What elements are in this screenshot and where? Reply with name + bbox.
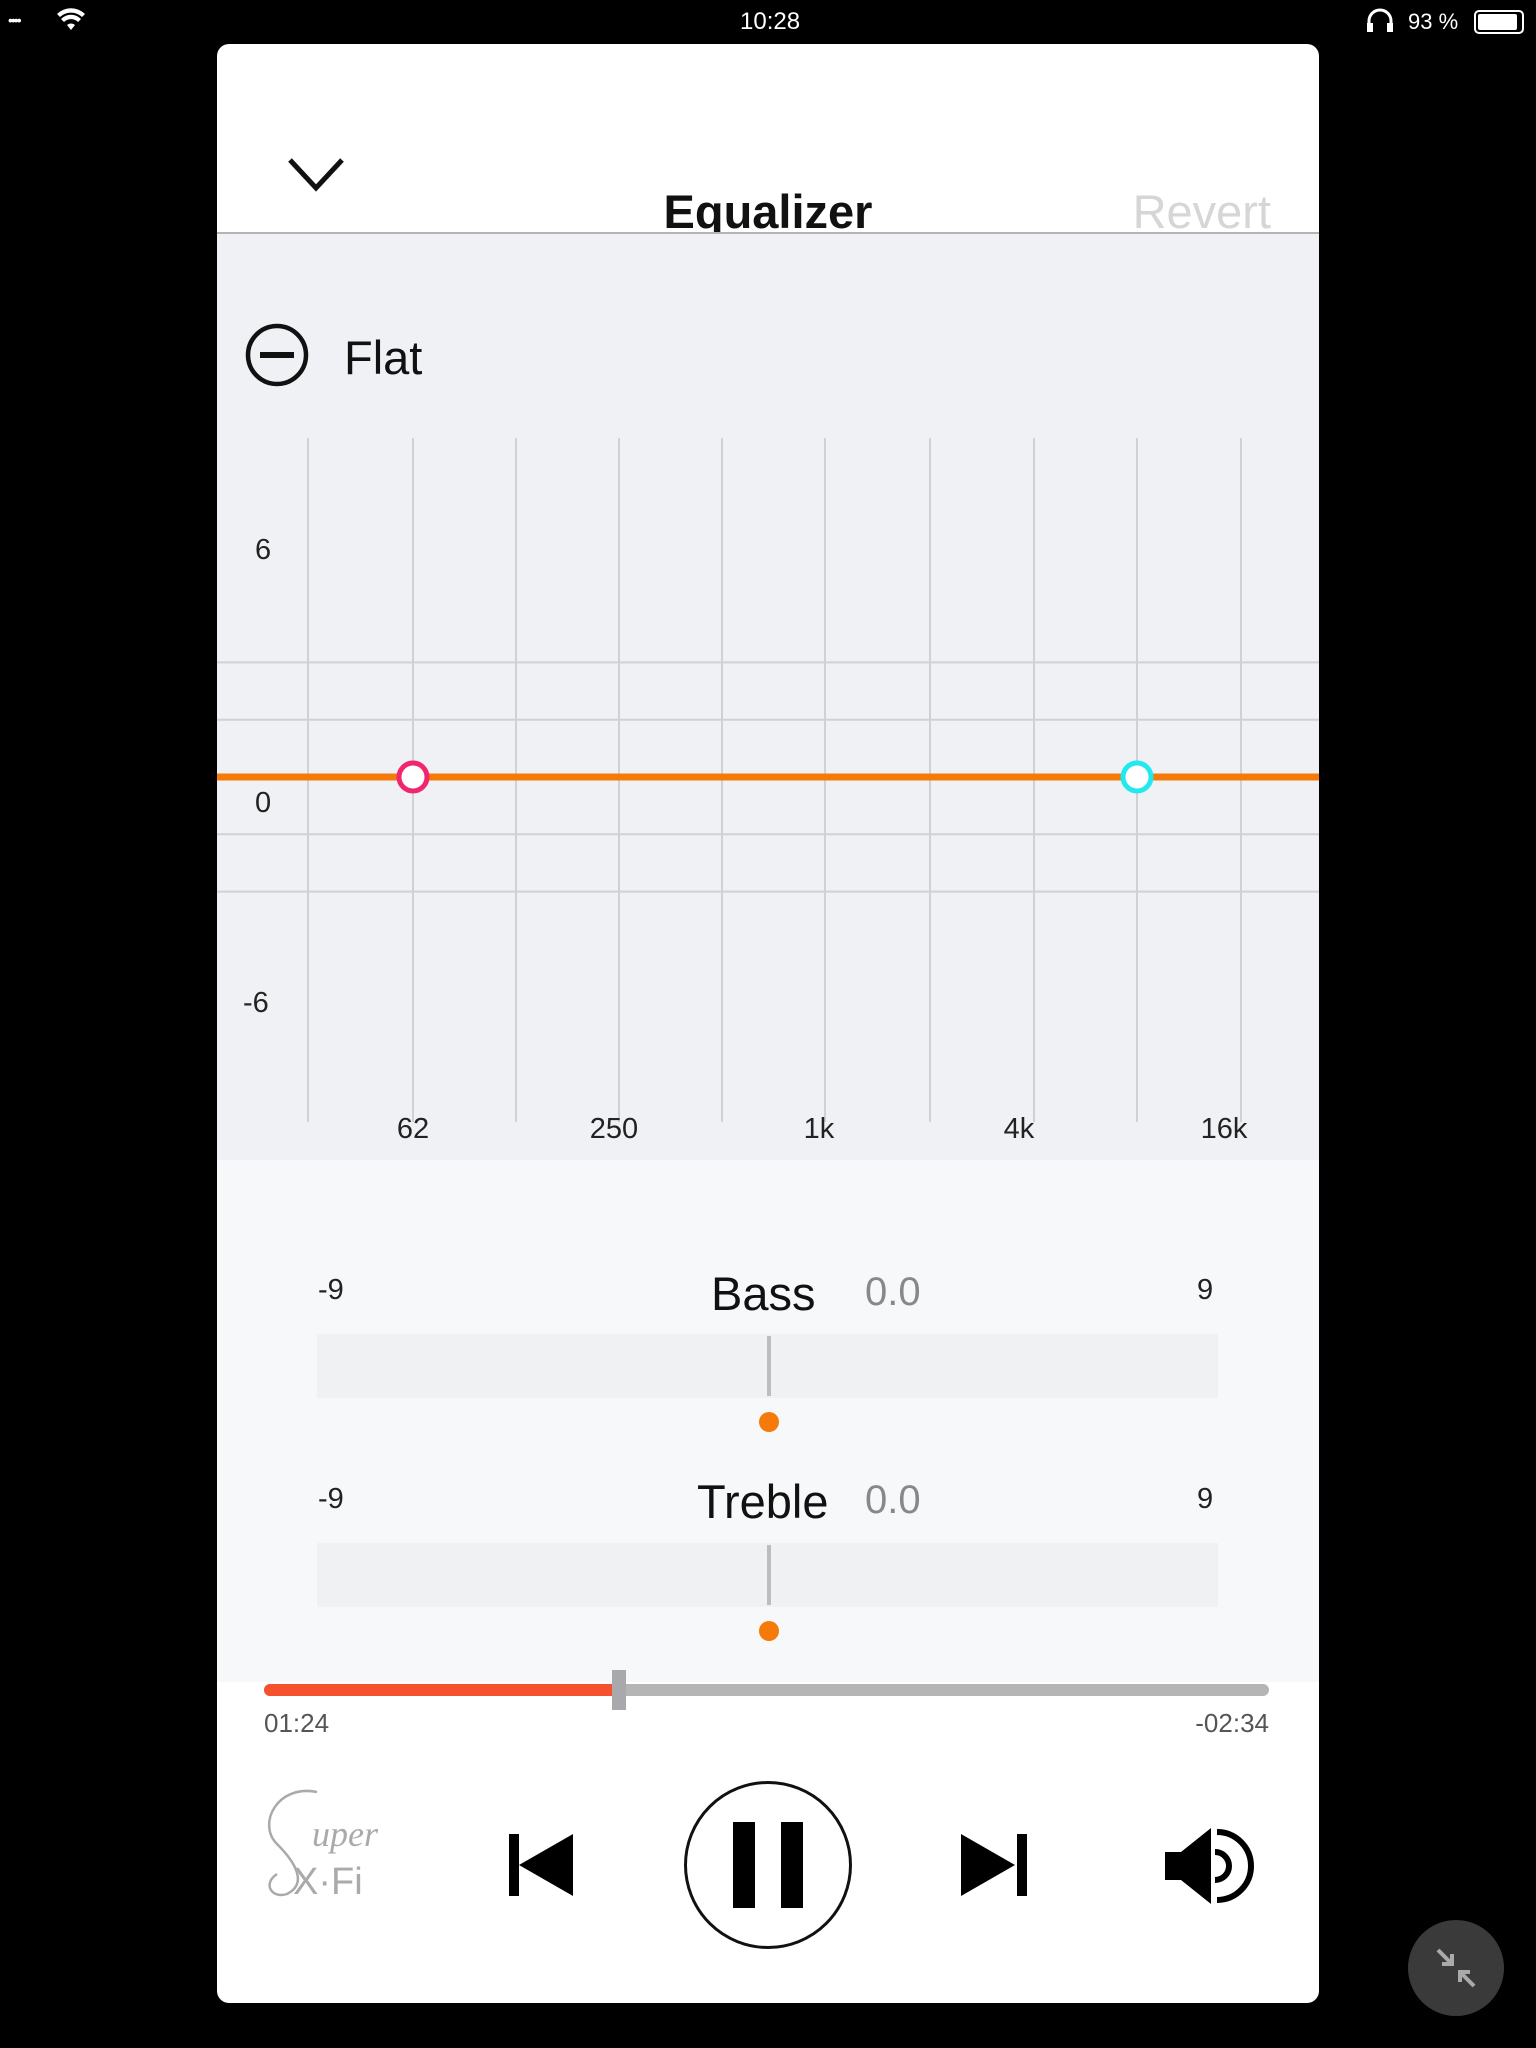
treble-marker[interactable] (1120, 760, 1154, 794)
x-tick-label: 62 (396, 1113, 430, 1145)
treble-slider-handle[interactable] (759, 1621, 779, 1641)
wifi-icon (57, 8, 85, 30)
minimize-button[interactable] (1408, 1920, 1504, 2016)
bass-slider-handle[interactable] (759, 1412, 779, 1432)
eq-graph-area: Flat 6 0 -6 62 250 1k 4k 16k (217, 232, 1319, 1160)
super-xfi-logo: uper X·Fi (267, 1789, 379, 1903)
clock: 10:28 (740, 8, 801, 35)
y-tick-label: -6 (243, 987, 269, 1019)
equalizer-panel: Equalizer Revert Flat 6 0 -6 62 250 1k 4… (217, 44, 1319, 2003)
status-bar: •••• 10:28 93 % (0, 0, 1536, 44)
bass-min-label: -9 (318, 1274, 344, 1306)
revert-button[interactable]: Revert (1132, 185, 1271, 238)
svg-text:X·Fi: X·Fi (293, 1861, 363, 1903)
remaining-time: -02:34 (1195, 1708, 1269, 1738)
y-tick-label: 6 (255, 534, 272, 566)
collapse-arrows-icon (1436, 1948, 1476, 1988)
bass-center-tick (767, 1336, 771, 1396)
minus-circle-icon[interactable] (244, 322, 310, 388)
elapsed-time: 01:24 (264, 1708, 330, 1738)
headphones-icon (1367, 8, 1393, 32)
signal-icon: •••• (8, 12, 22, 28)
tone-controls: -9 Bass 0.0 9 -9 Treble 0.0 9 (217, 1160, 1319, 1682)
playback-progress-bar[interactable] (264, 1670, 1269, 1710)
x-tick-label: 250 (589, 1113, 639, 1145)
svg-text:uper: uper (312, 1814, 379, 1854)
bass-max-label: 9 (1197, 1274, 1214, 1306)
bass-value: 0.0 (865, 1270, 921, 1314)
treble-label: Treble (697, 1475, 829, 1528)
page-title: Equalizer (663, 185, 873, 238)
chevron-down-icon[interactable] (286, 156, 346, 194)
bass-marker[interactable] (396, 760, 430, 794)
eq-curve-graph[interactable] (217, 234, 1319, 1162)
battery-percent: 93 % (1408, 9, 1459, 34)
skip-forward-icon[interactable] (961, 1832, 1027, 1898)
x-tick-label: 16k (1200, 1113, 1248, 1145)
x-tick-label: 1k (803, 1113, 835, 1145)
progress-fill (264, 1684, 619, 1696)
pause-button[interactable] (684, 1781, 852, 1949)
pause-icon (733, 1822, 803, 1908)
treble-value: 0.0 (865, 1478, 921, 1522)
volume-icon[interactable] (1165, 1826, 1257, 1906)
progress-handle[interactable] (611, 1670, 626, 1710)
preset-name[interactable]: Flat (344, 331, 423, 384)
treble-center-tick (767, 1545, 771, 1605)
battery-icon (1474, 10, 1524, 34)
x-tick-label: 4k (1003, 1113, 1035, 1145)
treble-min-label: -9 (318, 1483, 344, 1515)
treble-max-label: 9 (1197, 1483, 1214, 1515)
bass-label: Bass (711, 1267, 816, 1320)
skip-back-icon[interactable] (509, 1832, 575, 1898)
y-tick-label: 0 (255, 787, 272, 819)
